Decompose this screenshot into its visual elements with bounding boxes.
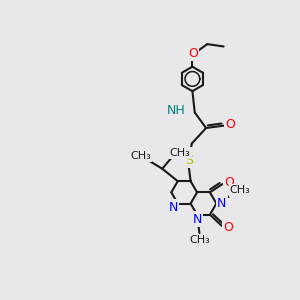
Text: O: O xyxy=(188,46,198,59)
Text: N: N xyxy=(217,197,226,210)
Text: CH₃: CH₃ xyxy=(170,148,190,158)
Text: S: S xyxy=(185,154,193,167)
Text: CH₃: CH₃ xyxy=(130,151,151,161)
Text: CH₃: CH₃ xyxy=(230,185,250,195)
Text: CH₃: CH₃ xyxy=(190,235,210,244)
Text: NH: NH xyxy=(167,104,185,117)
Text: O: O xyxy=(226,118,236,131)
Text: N: N xyxy=(192,213,202,226)
Text: O: O xyxy=(224,220,233,234)
Text: O: O xyxy=(224,176,234,189)
Text: N: N xyxy=(168,201,178,214)
